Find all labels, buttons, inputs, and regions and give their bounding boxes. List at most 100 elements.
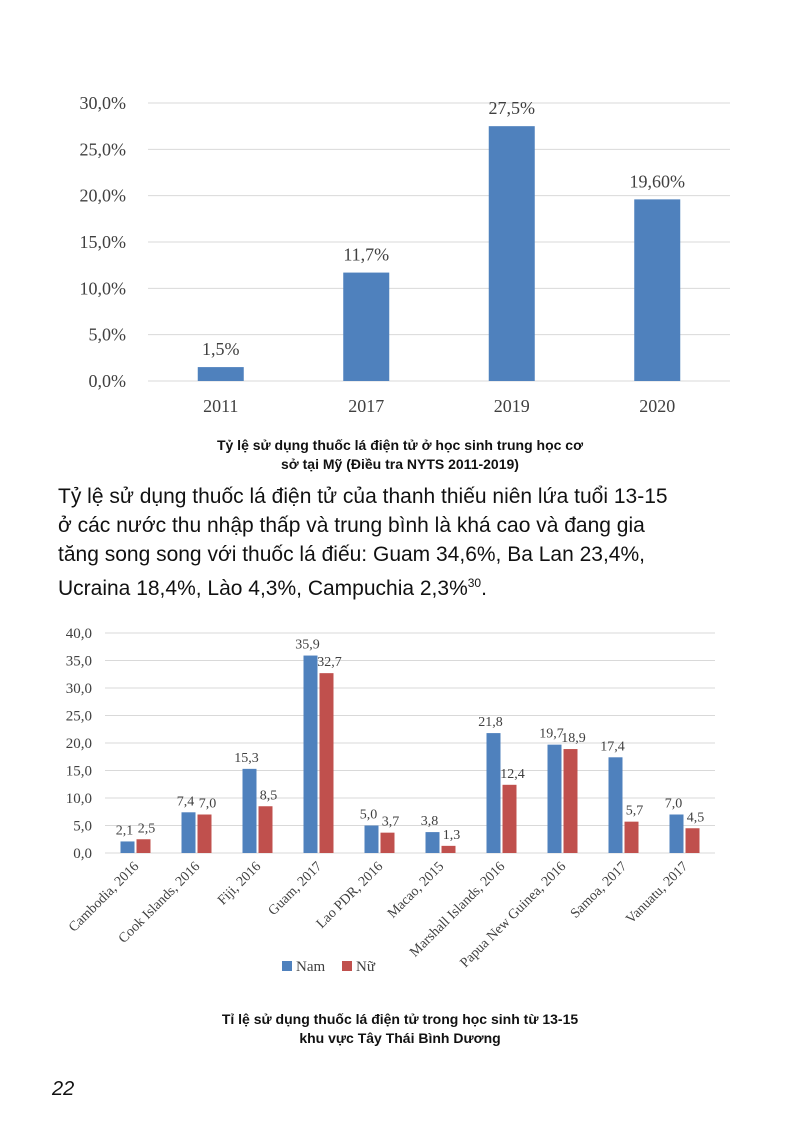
body-line-4: Ucraina 18,4%, Lào 4,3%, Campuchia 2,3%3… [58, 569, 748, 603]
chart2-bar-nam [486, 733, 501, 853]
chart2-bar-nam [547, 744, 562, 853]
body-line-3: tăng song song với thuốc lá điếu: Guam 3… [58, 543, 645, 566]
chart2-y-tick-label: 40,0 [66, 626, 92, 642]
reference-superscript[interactable]: 30 [467, 576, 482, 590]
chart1-data-labels: 1,5% 11,7% 27,5% 19,60% [202, 98, 685, 359]
body-line-2: ở các nước thu nhập thấp và trung bình l… [58, 514, 645, 537]
chart1-bar [488, 126, 535, 382]
chart2-data-label: 15,3 [234, 751, 259, 766]
chart2-data-label: 19,7 [539, 727, 564, 742]
chart2-data-label: 5,7 [626, 804, 644, 819]
chart2-legend-swatch-nu [342, 961, 352, 971]
chart2-bar-nu [258, 806, 273, 853]
pacific-ecig-grouped-bar-chart: 0,05,010,015,020,025,030,035,040,0 2,1 2,… [66, 626, 715, 975]
chart1-bar [197, 367, 244, 381]
chart1-y-tick-label: 25,0% [80, 139, 127, 159]
chart2-x-tick-label: Papua New Guinea, 2016 [458, 859, 570, 971]
chart1-bars [197, 126, 681, 382]
chart2-y-tick-label: 35,0 [66, 654, 92, 670]
chart2-data-label: 18,9 [561, 731, 586, 746]
chart2-data-label: 32,7 [317, 655, 342, 670]
body-paragraph: Tỷ lệ sử dụng thuốc lá điện tử của thanh… [58, 482, 748, 603]
chart1-x-tick-label: 2019 [494, 396, 530, 416]
chart2-legend-label-nu: Nữ [356, 959, 376, 975]
chart2-bar-nu [563, 749, 578, 853]
chart2-bar-nu [441, 845, 456, 853]
chart2-y-tick-label: 20,0 [66, 736, 92, 752]
chart2-caption-line2: khu vực Tây Thái Bình Dương [299, 1030, 501, 1046]
chart1-caption-line2: sở tại Mỹ (Điều tra NYTS 2011-2019) [281, 456, 519, 472]
chart1-x-tick-labels: 2011 2017 2019 2020 [203, 396, 675, 416]
chart2-data-label: 2,5 [138, 821, 156, 836]
chart2-bar-nu [380, 832, 395, 853]
chart2-data-label: 7,0 [665, 797, 683, 812]
chart2-data-label: 35,9 [295, 638, 320, 653]
chart2-bar-nu [197, 814, 212, 853]
chart1-data-label: 27,5% [489, 98, 536, 118]
chart2-bar-nam [669, 814, 684, 853]
chart1-x-tick-label: 2011 [203, 396, 238, 416]
chart2-bar-nam [364, 825, 379, 853]
chart2-bar-nu [319, 673, 334, 853]
chart1-y-tick-label: 10,0% [80, 278, 127, 298]
chart2-bar-nu [502, 784, 517, 853]
chart2-x-tick-label: Fiji, 2016 [215, 859, 264, 908]
page-number: 22 [52, 1078, 75, 1100]
chart2-data-label: 3,8 [421, 814, 439, 829]
body-line-4-text: Ucraina 18,4%, Lào 4,3%, Campuchia 2,3% [58, 577, 468, 600]
chart2-y-tick-label: 15,0 [66, 764, 92, 780]
chart2-y-tick-labels: 0,0 5,0 10,0 15,0 20,0 25,0 30,0 35,0 40,0 [66, 626, 92, 862]
chart2-bar-nu [685, 828, 700, 853]
chart1-y-tick-label: 0,0% [89, 371, 127, 391]
chart1-x-tick-label: 2017 [348, 396, 384, 416]
chart2-data-label: 12,4 [500, 767, 525, 782]
chart2-y-tick-label: 5,0 [73, 819, 92, 835]
chart2-y-tick-label: 10,0 [66, 791, 92, 807]
chart2-legend-label-nam: Nam [296, 959, 325, 975]
chart2-caption-line1: Tỉ lệ sử dụng thuốc lá điện tử trong học… [221, 1011, 579, 1027]
chart2-bar-nam [608, 757, 623, 853]
chart2-bar-nam [425, 832, 440, 853]
chart1-y-tick-label: 30,0% [80, 93, 127, 113]
chart2-y-tick-label: 0,0 [73, 846, 92, 862]
chart2-data-label: 1,3 [443, 828, 461, 843]
chart1-caption: Tỷ lệ sử dụng thuốc lá điện tử ở học sin… [0, 436, 800, 474]
chart2-data-label: 5,0 [360, 808, 378, 823]
chart1-x-tick-label: 2020 [639, 396, 675, 416]
chart1-y-tick-label: 20,0% [80, 186, 127, 206]
chart2-legend: Nam Nữ [282, 959, 376, 975]
chart1-bar [343, 272, 390, 381]
chart1-bar [634, 199, 681, 381]
chart1-data-label: 11,7% [343, 245, 389, 265]
us-ecig-bar-chart: 0,0% 5,0% 10,0% 15,0% 20,0% 25,0% 30,0% 1,5% 11… [80, 93, 730, 416]
chart1-y-tick-label: 5,0% [89, 325, 127, 345]
chart2-data-label: 8,5 [260, 788, 278, 803]
chart2-caption: Tỉ lệ sử dụng thuốc lá điện tử trong học… [0, 1010, 800, 1048]
body-line-1: Tỷ lệ sử dụng thuốc lá điện tử của thanh… [58, 485, 668, 508]
chart2-bar-nu [624, 821, 639, 853]
chart2-bar-nam [120, 841, 135, 853]
chart2-x-tick-label: Guam, 2017 [266, 859, 326, 919]
chart2-legend-swatch-nam [282, 961, 292, 971]
chart1-data-label: 1,5% [202, 339, 240, 359]
chart2-bar-nu [136, 839, 151, 853]
chart1-data-label: 19,60% [630, 171, 686, 191]
chart2-data-label: 3,7 [382, 815, 400, 830]
chart2-data-label: 2,1 [116, 823, 134, 838]
chart2-data-label: 17,4 [600, 739, 625, 754]
chart2-data-label: 7,0 [199, 797, 217, 812]
chart2-bar-nam [181, 812, 196, 853]
chart2-data-labels: 2,1 2,5 7,4 7,0 15,3 8,5 35,9 32,7 5,0 3,7 3,8 1,3 2… [116, 638, 705, 843]
chart2-bar-nam [303, 655, 318, 853]
chart2-y-tick-label: 30,0 [66, 681, 92, 697]
chart1-gridlines [148, 102, 730, 382]
chart2-data-label: 4,5 [687, 810, 705, 825]
chart2-bar-nam [242, 768, 257, 853]
chart1-caption-line1: Tỷ lệ sử dụng thuốc lá điện tử ở học sin… [216, 437, 584, 453]
chart2-data-label: 21,8 [478, 715, 503, 730]
chart2-x-tick-label: Samoa, 2017 [568, 859, 630, 921]
chart1-y-tick-labels: 0,0% 5,0% 10,0% 15,0% 20,0% 25,0% 30,0% [80, 93, 127, 391]
chart2-bars [120, 655, 700, 853]
body-line-4-end: . [481, 577, 487, 600]
